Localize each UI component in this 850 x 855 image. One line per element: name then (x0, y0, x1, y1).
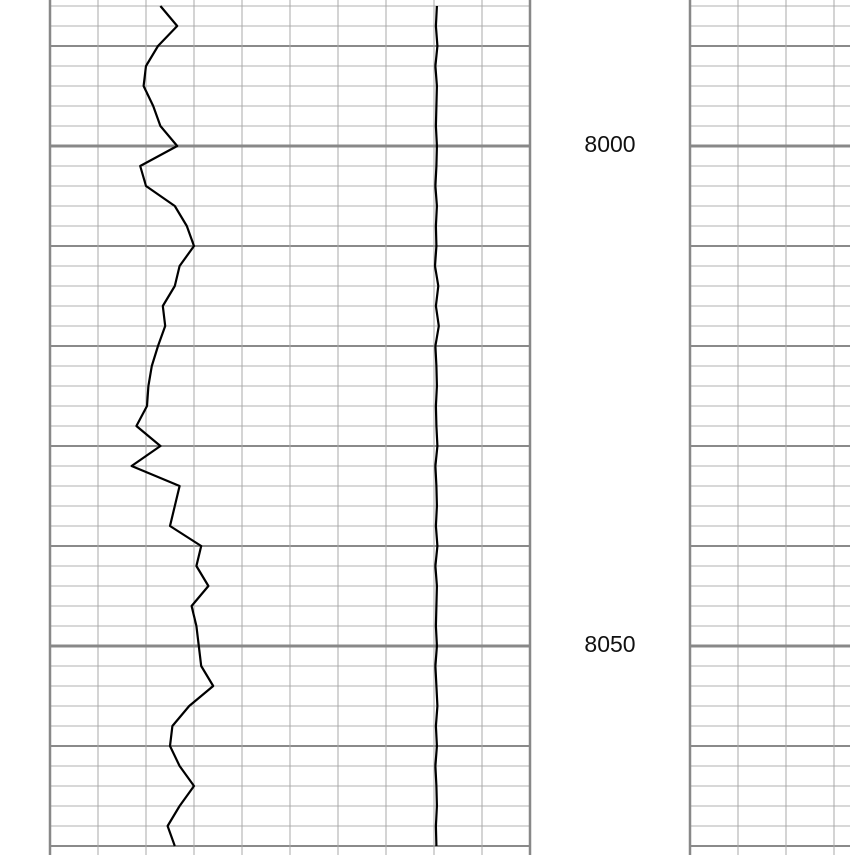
log-curve (433, 5, 440, 847)
depth-label: 8000 (584, 131, 635, 157)
log-curve (130, 5, 215, 847)
depth-label: 8050 (584, 631, 635, 657)
